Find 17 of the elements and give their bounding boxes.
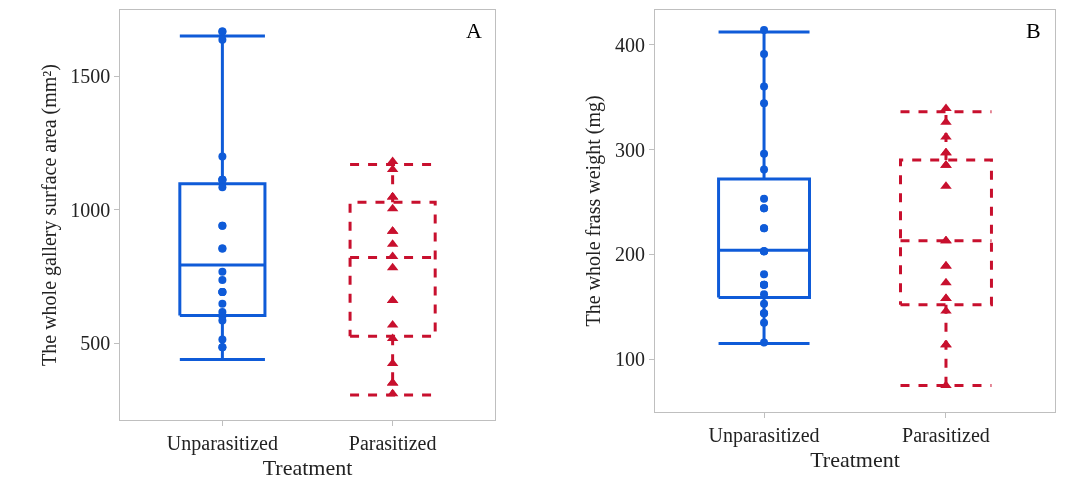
y-tick-label: 400 [614, 33, 645, 56]
x-tick-label: Parasitized [902, 423, 990, 446]
y-axis-title: The whole frass weight (mg) [582, 95, 606, 327]
y-tick-label: 200 [614, 243, 645, 266]
y-axis-title: The whole gallery surface area (mm²) [37, 64, 61, 366]
x-tick-label: Parasitized [348, 432, 437, 454]
x-tick-label: Unparasitized [708, 423, 820, 447]
annotation: A [466, 18, 482, 43]
y-tick-label: 500 [80, 332, 111, 355]
annotation: B [1026, 18, 1041, 43]
x-axis-title: Treatment [810, 446, 900, 472]
y-tick-label: 1000 [70, 198, 111, 221]
y-tick-label: 1500 [70, 65, 111, 88]
x-axis-title: Treatment [262, 455, 353, 480]
y-tick-label: 300 [614, 138, 645, 161]
y-tick-label: 100 [614, 348, 645, 371]
x-tick-label: Unparasitized [166, 432, 278, 455]
